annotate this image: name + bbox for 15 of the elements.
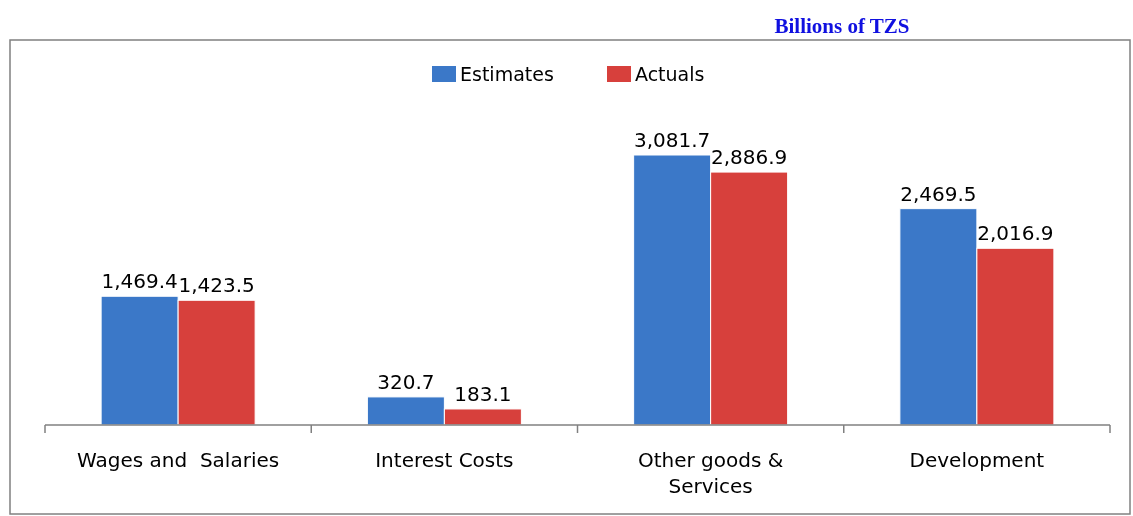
chart-title: Billions of TZS [774, 14, 910, 38]
data-label: 320.7 [377, 369, 435, 394]
legend-label: Actuals [635, 63, 705, 85]
x-tick-label: Wages and Salaries [77, 448, 280, 472]
x-tick-label: Other goods & Services [637, 448, 784, 498]
x-tick-label: Interest Costs [375, 448, 514, 472]
data-label: 1,423.5 [178, 273, 255, 298]
data-label: 183.1 [454, 381, 512, 406]
x-tick-label: Development [909, 448, 1045, 472]
data-label: 3,081.7 [633, 128, 711, 152]
legend-label: Estimates [460, 63, 554, 85]
data-label: 2,886.9 [710, 145, 788, 170]
data-label: 2,469.5 [900, 181, 977, 206]
data-label: 1,469.4 [101, 269, 178, 294]
data-label: 2,016.9 [977, 221, 1054, 246]
